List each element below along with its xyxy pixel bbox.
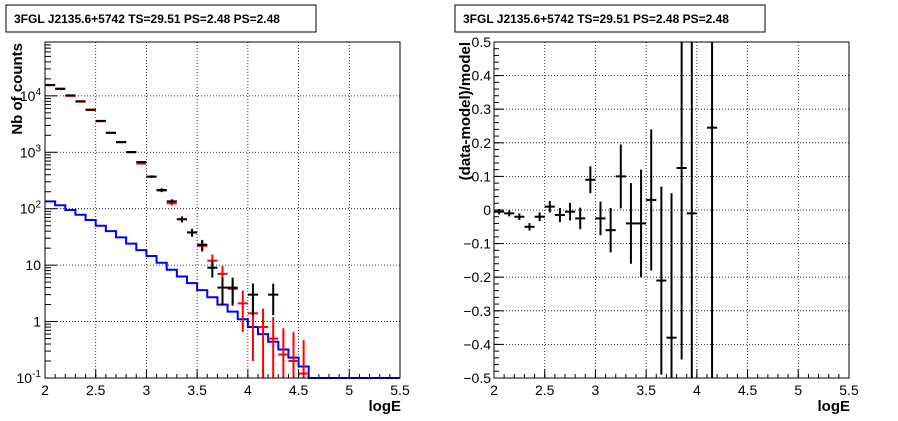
left-y-tick-label: 102	[20, 200, 42, 217]
right-x-tick-label: 2	[490, 382, 498, 398]
right-y-tick-label: −0.1	[463, 236, 491, 252]
right-y-tick-label: −0.2	[463, 269, 491, 285]
left-source-series	[45, 200, 400, 379]
right-x-tick-label: 2.5	[535, 382, 555, 398]
left-plot-frame	[44, 41, 401, 379]
left-y-axis-label: Nb of counts	[9, 43, 26, 135]
right-x-tick-label: 3	[592, 382, 600, 398]
left-y-tick-label: 10	[25, 257, 41, 273]
left-x-ticks: 2 2.5 3 3.5 4 4.5 5 5.5	[41, 369, 410, 398]
left-model-series	[45, 84, 309, 378]
left-x-tick-label: 2.5	[86, 382, 106, 398]
right-panel: 3FGL J2135.6+5742 TS=29.51 PS=2.48 PS=2.…	[454, 4, 859, 415]
right-y-tick-label: 0.3	[472, 101, 492, 117]
right-y-tick-label: −0.3	[463, 303, 491, 319]
left-data-series	[45, 83, 279, 316]
left-y-tick-label: 103	[20, 143, 42, 160]
right-y-tick-label: 0.1	[472, 168, 492, 184]
right-y-ticks: −0.5 −0.4 −0.3 −0.2 −0.1 0 0.1 0.2 0.3 0.4 0.5	[463, 34, 504, 386]
right-x-tick-label: 4.5	[738, 382, 758, 398]
left-y-tick-label: 10-1	[17, 369, 42, 386]
right-x-ticks: 2 2.5 3 3.5 4 4.5 5 5.5	[490, 369, 859, 398]
right-y-tick-label: −0.4	[463, 336, 491, 352]
left-x-tick-label: 3	[143, 382, 151, 398]
left-y-tick-exponent: -1	[32, 369, 41, 380]
right-x-tick-label: 4	[693, 382, 701, 398]
right-x-axis-label: logE	[818, 398, 851, 415]
left-y-tick-exponent: 2	[35, 200, 41, 211]
left-x-tick-label: 2	[41, 382, 49, 398]
left-x-tick-label: 5.5	[390, 382, 410, 398]
left-title: 3FGL J2135.6+5742 TS=29.51 PS=2.48 PS=2.…	[14, 12, 280, 26]
left-title-box	[5, 4, 317, 33]
right-x-tick-label: 3.5	[636, 382, 656, 398]
right-title-box	[454, 4, 766, 33]
right-y-axis-label: (data-model)/model	[457, 42, 474, 180]
right-x-tick-label: 5.5	[839, 382, 859, 398]
right-x-tick-label: 5	[794, 382, 802, 398]
right-residual-series	[494, 42, 718, 378]
right-y-tick-label: 0.2	[472, 135, 492, 151]
left-x-tick-label: 5	[345, 382, 353, 398]
left-y-tick-exponent: 3	[35, 143, 41, 154]
right-y-tick-label: 0.4	[472, 68, 492, 84]
right-y-tick-label: 0.5	[472, 34, 492, 50]
left-x-tick-label: 4.5	[289, 382, 309, 398]
left-y-tick-exponent: 4	[35, 87, 41, 98]
left-x-tick-label: 4	[244, 382, 252, 398]
left-x-axis-label: logE	[369, 398, 402, 415]
right-y-tick-label: 0	[483, 202, 491, 218]
left-y-tick-label: 1	[33, 314, 41, 330]
left-x-tick-label: 3.5	[187, 382, 207, 398]
right-title: 3FGL J2135.6+5742 TS=29.51 PS=2.48 PS=2.…	[463, 12, 729, 26]
left-panel: 3FGL J2135.6+5742 TS=29.51 PS=2.48 PS=2.…	[5, 4, 410, 415]
left-grid	[45, 42, 400, 378]
source-model-step-line	[45, 200, 400, 379]
right-y-tick-label: −0.5	[463, 370, 491, 386]
